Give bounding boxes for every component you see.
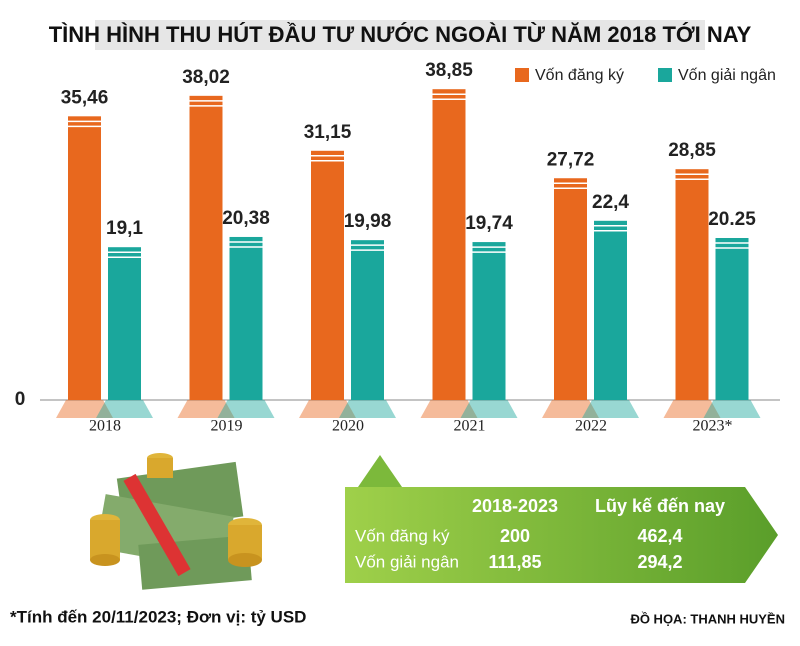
floor-shade xyxy=(542,400,599,418)
value-label: 20.25 xyxy=(708,209,756,230)
floor-shade xyxy=(703,400,761,418)
bar xyxy=(68,116,101,400)
summary-pointer xyxy=(358,455,402,487)
bar xyxy=(594,220,627,400)
legend-label: Vốn đăng ký xyxy=(535,67,624,84)
x-tick-label: 2023* xyxy=(693,418,733,435)
floor-shade xyxy=(299,400,356,418)
x-tick-label: 2021 xyxy=(454,418,486,435)
bar xyxy=(715,238,749,400)
floor-shade xyxy=(96,400,153,418)
value-label: 20,38 xyxy=(222,208,270,229)
value-label: 35,46 xyxy=(61,87,109,108)
floor-shade xyxy=(217,400,275,418)
x-tick-label: 2018 xyxy=(89,418,121,435)
table-cell: 462,4 xyxy=(637,526,682,546)
floor-shade xyxy=(420,400,478,418)
floor-shade xyxy=(582,400,639,418)
value-label: 19,74 xyxy=(465,213,513,234)
table-cell: 294,2 xyxy=(637,552,682,572)
table-row-label: Vốn giải ngân xyxy=(355,552,459,571)
value-label: 27,72 xyxy=(547,149,595,170)
floor-shade xyxy=(177,400,235,418)
value-label: 31,15 xyxy=(304,122,352,143)
summary-box xyxy=(345,487,778,583)
x-tick-label: 2020 xyxy=(332,418,364,435)
table-header: Lũy kế đến nay xyxy=(595,496,725,516)
table-header: 2018-2023 xyxy=(472,496,558,516)
legend-swatch xyxy=(658,68,672,82)
table-cell: 200 xyxy=(500,526,530,546)
table-cell: 111,85 xyxy=(488,552,541,572)
table-row-label: Vốn đăng ký xyxy=(355,526,450,545)
bar xyxy=(108,247,141,400)
x-tick-label: 2022 xyxy=(575,418,607,435)
legend-swatch xyxy=(515,68,529,82)
value-label: 22,4 xyxy=(592,192,629,213)
chart-title: TÌNH HÌNH THU HÚT ĐẦU TƯ NƯỚC NGOÀI TỪ N… xyxy=(49,22,752,47)
floor-shade xyxy=(460,400,518,418)
footnote: *Tính đến 20/11/2023; Đơn vị: tỷ USD xyxy=(10,607,306,626)
bar xyxy=(554,178,587,400)
credit: ĐỒ HỌA: THANH HUYỀN xyxy=(630,611,785,626)
y-tick-label: 0 xyxy=(15,389,26,410)
value-label: 28,85 xyxy=(668,140,716,161)
bar xyxy=(472,242,506,400)
bar xyxy=(675,169,709,400)
money-illustration xyxy=(90,453,262,590)
plot: 0 2018 2019 2020 2021 2022 2023* 35,46 38,02 31,1… xyxy=(15,60,780,435)
bar xyxy=(229,236,263,400)
value-label: 38,85 xyxy=(425,60,473,81)
bar xyxy=(311,150,344,400)
bar xyxy=(189,95,223,400)
title-band xyxy=(95,20,705,50)
bar xyxy=(351,240,384,400)
value-label: 38,02 xyxy=(182,67,230,88)
bar xyxy=(432,89,466,400)
legend-label: Vốn giải ngân xyxy=(678,67,776,84)
floor-shade xyxy=(56,400,113,418)
x-tick-label: 2019 xyxy=(211,418,243,435)
value-label: 19,98 xyxy=(344,211,392,232)
floor-shade xyxy=(339,400,396,418)
floor-shade xyxy=(663,400,721,418)
value-label: 19,1 xyxy=(106,218,143,239)
